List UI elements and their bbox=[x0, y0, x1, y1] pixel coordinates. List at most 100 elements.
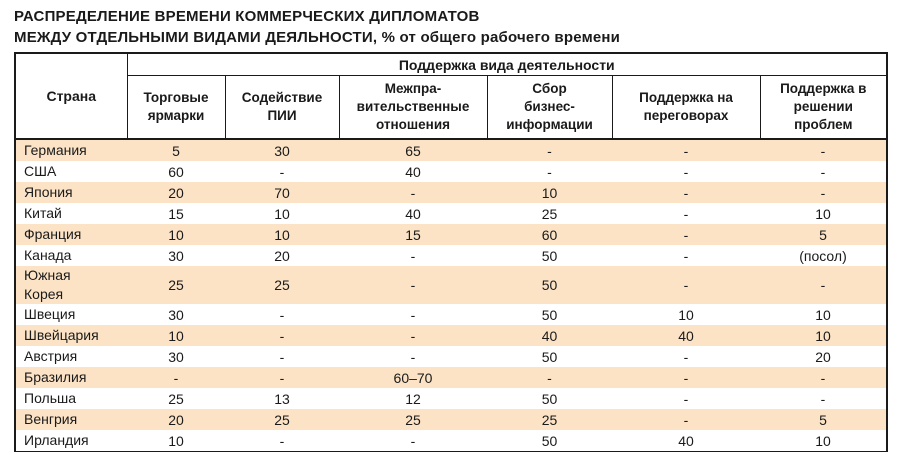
value-cell: 20 bbox=[127, 182, 225, 203]
value-cell: - bbox=[225, 325, 339, 346]
value-cell: 10 bbox=[815, 205, 831, 222]
value-cell: 50 bbox=[541, 306, 558, 323]
page-title: РАСПРЕДЕЛЕНИЕ ВРЕМЕНИ КОММЕРЧЕСКИХ ДИПЛО… bbox=[0, 0, 900, 48]
value-cell: 10 bbox=[225, 224, 339, 245]
column-header: Содействие ПИИ bbox=[225, 75, 340, 140]
country-cell: Южная Корея bbox=[15, 266, 127, 304]
value-cell: 25 bbox=[487, 409, 612, 430]
value-cell: 13 bbox=[274, 390, 290, 407]
table-row: США 60 - 40 - - - bbox=[15, 161, 887, 182]
value-cell: 5 bbox=[760, 224, 888, 245]
country-cell: США bbox=[24, 163, 57, 179]
table-row: Германия 5 30 65- - - bbox=[15, 139, 888, 161]
value-cell: - bbox=[612, 409, 760, 430]
value-cell: 25 bbox=[225, 266, 339, 304]
title-line-2-caps: МЕЖДУ ОТДЕЛЬНЫМИ ВИДАМИ ДЕЯЛЬНОСТИ, bbox=[14, 29, 378, 46]
value-cell: 10 bbox=[678, 306, 694, 323]
value-cell: - bbox=[820, 163, 826, 180]
table-row: Канада 30 20 - 50 - (посол) bbox=[15, 245, 887, 266]
value-cell: - bbox=[279, 306, 285, 323]
value-cell: 30 bbox=[168, 348, 184, 365]
country-cell: Китай bbox=[24, 205, 62, 221]
table-header: Страна Поддержка вида деятельности Торго… bbox=[15, 53, 888, 140]
value-cell: - bbox=[612, 266, 760, 304]
value-cell: 50 bbox=[541, 390, 558, 407]
country-cell: Бразилия bbox=[15, 367, 127, 388]
value-cell: 40 bbox=[405, 163, 421, 180]
column-header: Торговые ярмарки bbox=[127, 75, 226, 140]
value-cell: 25 bbox=[541, 205, 558, 222]
value-cell: - bbox=[683, 205, 689, 222]
value-cell: 40 bbox=[678, 432, 694, 449]
value-cell: 40 bbox=[487, 325, 612, 346]
group-header-row: Страна Поддержка вида деятельности bbox=[15, 53, 888, 140]
value-cell: - bbox=[820, 390, 826, 407]
value-cell: 10 bbox=[815, 306, 831, 323]
table-row: Польша 25 13 12 50 - - bbox=[15, 388, 887, 409]
value-cell: 20 bbox=[815, 348, 831, 365]
country-cell: Япония bbox=[15, 182, 127, 203]
value-cell: - bbox=[760, 182, 888, 203]
table-row: Австрия 30 - - 50 - 20 bbox=[15, 346, 887, 367]
table-body: Германия 5 30 65- - - США 60-40- - - Япония 20… bbox=[15, 139, 888, 452]
value-cell: - bbox=[279, 163, 285, 180]
value-cell: 30 bbox=[168, 306, 184, 323]
country-cell: Канада bbox=[24, 247, 72, 263]
column-header: Поддержка в решении проблем bbox=[760, 75, 888, 140]
value-cell: 10 bbox=[274, 205, 290, 222]
value-cell: - bbox=[127, 367, 225, 388]
table-row: Китай 15 10 40 25 - 10 bbox=[15, 203, 887, 224]
title-line-1: РАСПРЕДЕЛЕНИЕ ВРЕМЕНИ КОММЕРЧЕСКИХ ДИПЛО… bbox=[14, 8, 480, 25]
diplomat-time-table: Страна Поддержка вида деятельности Торго… bbox=[14, 52, 889, 452]
value-cell: 20 bbox=[127, 409, 225, 430]
value-cell: 40 bbox=[612, 325, 760, 346]
value-cell: - bbox=[612, 182, 760, 203]
table-row: Бразилия - -60–70- - - bbox=[15, 367, 888, 388]
country-cell: Венгрия bbox=[15, 409, 127, 430]
value-cell: - bbox=[547, 163, 552, 180]
value-cell: 30 bbox=[225, 139, 339, 161]
value-cell: 40 bbox=[405, 205, 421, 222]
table-row: Франция 10 10 15 60-5 bbox=[15, 224, 888, 245]
country-cell: Швеция bbox=[24, 306, 76, 322]
country-cell: Ирландия bbox=[24, 432, 89, 448]
group-header: Поддержка вида деятельности bbox=[127, 53, 888, 76]
value-cell: - bbox=[683, 348, 689, 365]
value-cell: 65 bbox=[339, 139, 487, 161]
country-cell: Польша bbox=[24, 390, 77, 406]
value-cell: - bbox=[760, 139, 888, 161]
value-cell: - bbox=[683, 390, 689, 407]
value-cell: - bbox=[760, 266, 888, 304]
table-row: Южная Корея 25 25-50- - bbox=[15, 266, 888, 304]
value-cell: 10 bbox=[168, 432, 184, 449]
value-cell: - bbox=[487, 367, 612, 388]
value-cell: 10 bbox=[127, 325, 225, 346]
value-cell: 25 bbox=[127, 266, 225, 304]
value-cell: - bbox=[760, 367, 888, 388]
value-cell: 15 bbox=[339, 224, 487, 245]
value-cell: - bbox=[410, 247, 416, 264]
column-header: Сбор бизнес- информации bbox=[487, 75, 613, 140]
value-cell: - bbox=[487, 139, 612, 161]
country-cell: Швейцария bbox=[15, 325, 127, 346]
value-cell: - bbox=[279, 348, 285, 365]
value-cell: - bbox=[612, 367, 760, 388]
value-cell: 25 bbox=[339, 409, 487, 430]
country-cell: Германия bbox=[15, 139, 127, 161]
value-cell: - bbox=[410, 348, 416, 365]
title-line-2-rest: % от общего рабочего времени bbox=[377, 29, 621, 46]
column-header: Поддержка на переговорах bbox=[612, 75, 761, 140]
country-cell: Австрия bbox=[24, 348, 78, 364]
value-cell: - bbox=[683, 163, 689, 180]
value-cell: 50 bbox=[541, 432, 558, 449]
value-cell: 60–70 bbox=[339, 367, 487, 388]
value-cell: 10 bbox=[487, 182, 612, 203]
value-cell: 25 bbox=[168, 390, 184, 407]
table-row: Швеция 30 - - 50 10 10 bbox=[15, 304, 887, 325]
country-cell: Франция bbox=[15, 224, 127, 245]
value-cell: 30 bbox=[168, 247, 184, 264]
column-header-country: Страна bbox=[15, 53, 128, 140]
value-cell: - bbox=[339, 266, 487, 304]
value-cell: 5 bbox=[760, 409, 888, 430]
